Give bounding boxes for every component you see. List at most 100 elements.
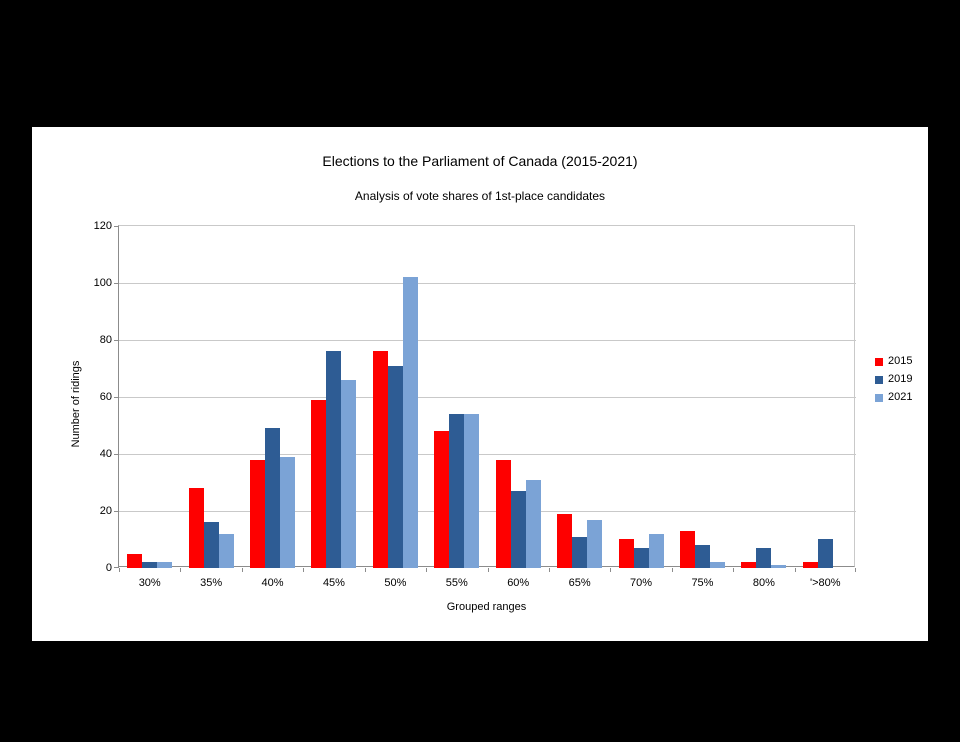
bar-2021-45 xyxy=(341,380,357,568)
gridline-y-40 xyxy=(119,454,856,455)
x-tick xyxy=(672,568,673,572)
bar-2021-60 xyxy=(525,480,541,568)
bar-2019-65 xyxy=(572,537,588,568)
y-tick-label: 40 xyxy=(99,448,112,460)
bar-2015-65 xyxy=(557,514,573,568)
bar-2015-80 xyxy=(741,562,757,568)
bar-group-70 xyxy=(610,226,671,568)
legend-label: 2015 xyxy=(888,355,913,367)
bar-2021-35 xyxy=(218,534,234,568)
bar-2021-65 xyxy=(587,520,603,568)
bar-group-80 xyxy=(733,226,794,568)
bar-group-30 xyxy=(119,226,180,568)
y-tick-label: 20 xyxy=(99,505,112,517)
bar-2019-80 xyxy=(817,539,833,568)
bar-2019-50 xyxy=(387,366,403,568)
bar-2015-50 xyxy=(372,351,388,568)
bar-2015-70 xyxy=(618,539,634,568)
bar-2015-35 xyxy=(188,488,204,568)
legend-item-2015: 2015 xyxy=(875,355,912,368)
y-tick xyxy=(114,397,119,398)
bar-2019-55 xyxy=(449,414,465,568)
x-tick xyxy=(795,568,796,572)
legend-swatch-icon xyxy=(875,375,883,384)
legend-item-2019: 2019 xyxy=(875,373,912,386)
bar-group-55 xyxy=(426,226,487,568)
bar-2019-80 xyxy=(756,548,772,568)
bar-2015-40 xyxy=(250,460,266,568)
gridline-y-20 xyxy=(119,511,856,512)
legend-label: 2019 xyxy=(888,373,913,385)
bar-group-45 xyxy=(303,226,364,568)
y-tick xyxy=(114,511,119,512)
y-tick-label: 80 xyxy=(99,334,112,346)
bar-2021-70 xyxy=(648,534,664,568)
bar-2021-50 xyxy=(402,277,418,568)
bar-2019-40 xyxy=(265,428,281,568)
bar-2015-45 xyxy=(311,400,327,568)
x-category-label: 40% xyxy=(261,577,284,589)
bar-2015-75 xyxy=(679,531,695,568)
x-category-label: 50% xyxy=(384,577,407,589)
chart-title: Elections to the Parliament of Canada (2… xyxy=(322,153,638,169)
chart-subtitle: Analysis of vote shares of 1st-place can… xyxy=(354,189,606,203)
x-tick xyxy=(242,568,243,572)
x-tick xyxy=(733,568,734,572)
x-tick xyxy=(549,568,550,572)
bar-2021-75 xyxy=(709,562,725,568)
bar-2019-30 xyxy=(142,562,158,568)
x-tick xyxy=(365,568,366,572)
bar-2021-80 xyxy=(771,565,787,568)
bar-2021-40 xyxy=(280,457,296,568)
bar-group-75 xyxy=(672,226,733,568)
y-tick-label: 0 xyxy=(105,562,112,574)
x-tick xyxy=(426,568,427,572)
x-category-label: '>80% xyxy=(810,577,841,589)
bar-2015-80 xyxy=(802,562,818,568)
x-category-label: 45% xyxy=(322,577,345,589)
x-category-label: 80% xyxy=(752,577,775,589)
bar-group-35 xyxy=(180,226,241,568)
bar-group-60 xyxy=(488,226,549,568)
x-category-label: 65% xyxy=(568,577,591,589)
y-tick-label: 120 xyxy=(93,220,112,232)
bar-2021-30 xyxy=(157,562,173,568)
bar-2019-60 xyxy=(510,491,526,568)
bar-group-65 xyxy=(549,226,610,568)
y-tick-label: 60 xyxy=(99,391,112,403)
x-category-label: 35% xyxy=(200,577,223,589)
bar-2015-60 xyxy=(495,460,511,568)
x-tick xyxy=(855,568,856,572)
gridline-y-100 xyxy=(119,283,856,284)
legend-swatch-icon xyxy=(875,357,883,366)
x-tick xyxy=(119,568,120,572)
x-category-label: 75% xyxy=(691,577,714,589)
x-tick xyxy=(488,568,489,572)
x-tick xyxy=(610,568,611,572)
plot-area: 0 20 40 60 80 100 120 30% 35% 40% 45% 50% 55% 60% 65% 7… xyxy=(94,220,856,589)
legend-label: 2021 xyxy=(888,391,913,403)
x-category-label: 70% xyxy=(630,577,653,589)
x-axis-title: Grouped ranges xyxy=(446,601,527,613)
bar-group-50 xyxy=(365,226,426,568)
y-tick xyxy=(114,283,119,284)
bar-group-80 xyxy=(795,226,856,568)
gridline-y-80 xyxy=(119,340,856,341)
legend-swatch-icon xyxy=(875,393,883,402)
x-tick xyxy=(180,568,181,572)
chart-panel: Elections to the Parliament of Canada (2… xyxy=(32,127,928,641)
legend: 2015 2019 2021 xyxy=(875,355,912,404)
x-tick xyxy=(303,568,304,572)
bar-2019-45 xyxy=(326,351,342,568)
bar-2015-30 xyxy=(127,554,143,568)
y-tick xyxy=(114,567,119,568)
x-category-label: 55% xyxy=(445,577,468,589)
bar-2015-55 xyxy=(434,431,450,568)
x-category-label: 30% xyxy=(138,577,161,589)
y-tick xyxy=(114,340,119,341)
y-tick xyxy=(114,454,119,455)
legend-item-2021: 2021 xyxy=(875,391,912,404)
x-category-label: 60% xyxy=(507,577,530,589)
bar-2021-55 xyxy=(464,414,480,568)
